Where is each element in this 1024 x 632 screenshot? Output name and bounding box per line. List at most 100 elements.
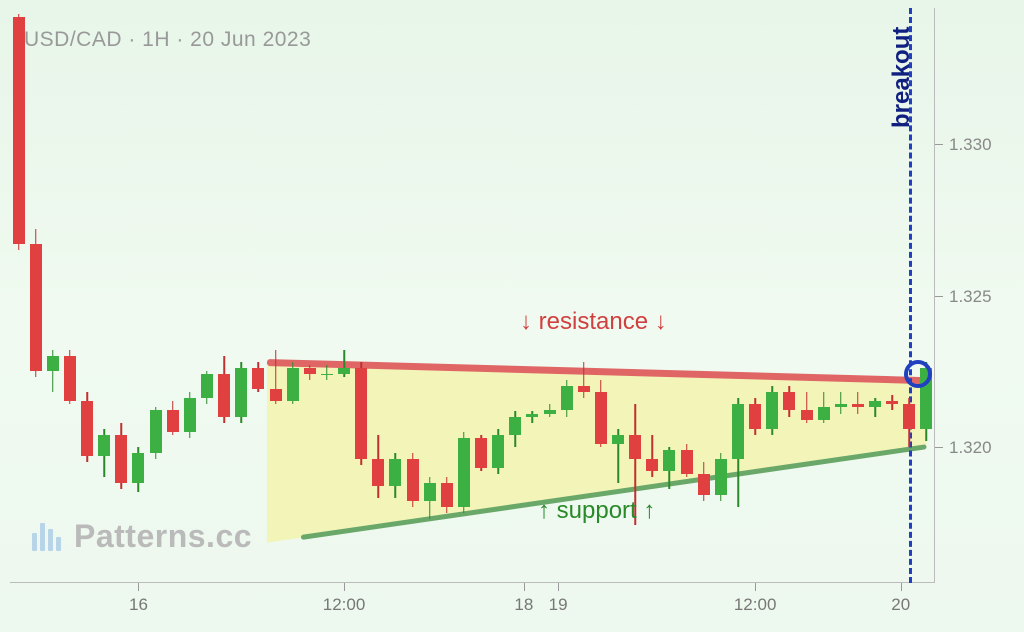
candle-body <box>184 398 196 431</box>
candle <box>407 453 419 507</box>
candle-body <box>270 389 282 401</box>
candle <box>903 398 915 446</box>
candle-body <box>766 392 778 428</box>
candle-body <box>30 244 42 371</box>
candle <box>98 429 110 477</box>
candle-body <box>201 374 213 398</box>
candle-body <box>407 459 419 501</box>
x-tick-mark <box>138 583 139 591</box>
support-label: ↑ support ↑ <box>538 497 655 525</box>
candle <box>64 350 76 404</box>
candle <box>509 411 521 447</box>
candle <box>715 453 727 501</box>
candle-body <box>544 410 556 413</box>
y-tick: 1.325 <box>935 296 1024 297</box>
candle-body <box>612 435 624 444</box>
x-tick-mark <box>344 583 345 591</box>
candle <box>526 411 538 423</box>
candle-body <box>698 474 710 495</box>
x-tick-label: 12:00 <box>734 595 777 615</box>
x-tick-mark <box>558 583 559 591</box>
candle <box>681 444 693 477</box>
y-axis: 1.330 1.325 1.320 <box>935 0 1024 583</box>
candle <box>441 477 453 513</box>
y-tick: 1.330 <box>935 144 1024 145</box>
candle-body <box>818 407 830 419</box>
candle-body <box>783 392 795 410</box>
candle <box>304 365 316 380</box>
candle <box>47 350 59 392</box>
x-axis: 1612:00181912:0020 <box>10 583 935 632</box>
candle <box>218 356 230 423</box>
candle <box>115 423 127 490</box>
candle-wick <box>326 365 328 380</box>
candle <box>544 404 556 416</box>
candle <box>578 362 590 398</box>
candle <box>698 462 710 501</box>
candle <box>184 392 196 437</box>
candle-wick <box>840 392 842 413</box>
x-tick-label: 20 <box>891 595 910 615</box>
candle <box>389 453 401 498</box>
candle-body <box>681 450 693 474</box>
candle-body <box>441 483 453 507</box>
candle <box>749 398 761 434</box>
y-tick: 1.320 <box>935 447 1024 448</box>
candle-body <box>475 438 487 468</box>
candle-body <box>81 401 93 455</box>
candle-body <box>715 459 727 495</box>
candle-body <box>372 459 384 486</box>
x-tick-label: 18 <box>514 595 533 615</box>
candle <box>424 477 436 519</box>
candle-body <box>561 386 573 410</box>
y-tick-label: 1.330 <box>949 135 992 155</box>
candle <box>287 362 299 404</box>
candle-body <box>338 368 350 374</box>
candle <box>201 371 213 404</box>
candle <box>81 392 93 462</box>
candle <box>167 401 179 434</box>
x-tick-label: 19 <box>549 595 568 615</box>
candle-body <box>526 414 538 417</box>
candle <box>355 362 367 465</box>
candle-body <box>509 417 521 435</box>
candle-body <box>424 483 436 501</box>
candle-body <box>287 368 299 401</box>
candle-body <box>64 356 76 401</box>
y-tick-label: 1.325 <box>949 287 992 307</box>
triangle-fill <box>10 8 935 583</box>
candle-body <box>252 368 264 389</box>
candle-body <box>869 401 881 407</box>
candle <box>612 429 624 483</box>
candle-body <box>801 410 813 419</box>
candle <box>801 392 813 422</box>
candle-body <box>304 368 316 374</box>
resistance-label: ↓ resistance ↓ <box>520 308 667 336</box>
candle-body <box>835 404 847 407</box>
candle-body <box>235 368 247 416</box>
candle-body <box>167 410 179 431</box>
candle-body <box>355 368 367 459</box>
candle <box>732 398 744 507</box>
candle <box>338 350 350 377</box>
candle <box>132 447 144 492</box>
chart-container: 1.3301.3251.320 1612:00181912:0020 USD/C… <box>0 0 1024 632</box>
candle-wick <box>583 362 585 398</box>
candle <box>783 386 795 416</box>
candle-body <box>578 386 590 392</box>
candle <box>766 386 778 434</box>
candle <box>458 432 470 514</box>
candle <box>372 435 384 499</box>
x-tick-label: 16 <box>129 595 148 615</box>
y-tick-mark <box>935 296 943 297</box>
candle-body <box>321 374 333 375</box>
candle-body <box>732 404 744 458</box>
candle-body <box>663 450 675 471</box>
candle <box>321 365 333 380</box>
candle-wick <box>532 411 534 423</box>
candle-body <box>629 435 641 459</box>
candle-body <box>886 401 898 404</box>
breakout-circle <box>904 360 932 388</box>
chart-header: USD/CAD · 1H · 20 Jun 2023 <box>24 28 311 52</box>
candle <box>561 380 573 416</box>
